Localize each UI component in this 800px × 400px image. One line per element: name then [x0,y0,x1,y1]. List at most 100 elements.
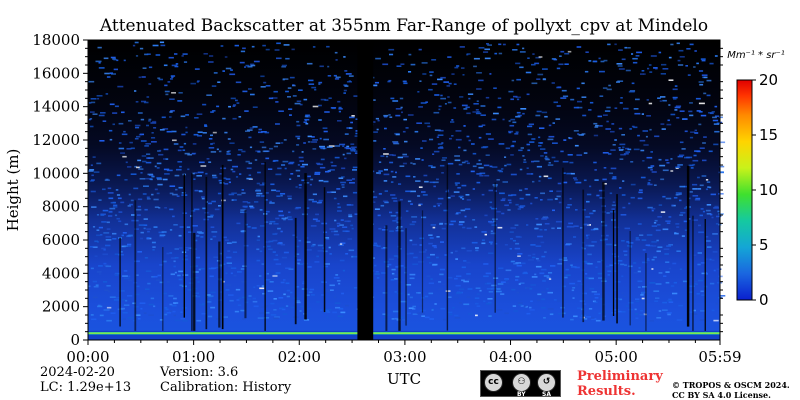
noise-pixel [572,297,575,299]
noise-pixel [709,186,712,189]
noise-pixel [710,193,716,196]
noise-pixel [418,204,421,207]
noise-pixel [515,242,520,245]
noise-pixel [650,169,653,171]
noise-pixel [267,168,273,170]
noise-pixel [509,124,515,127]
noise-pixel [632,57,638,60]
noise-pixel [182,53,188,55]
noise-pixel [282,281,287,283]
noise-pixel [236,222,241,225]
noise-pixel [167,81,171,83]
noise-pixel [519,66,524,69]
noise-pixel [242,201,248,203]
noise-pixel [372,99,376,101]
noise-pixel [248,136,252,139]
noise-pixel [307,135,312,138]
noise-pixel [96,214,100,216]
noise-pixel [658,158,662,161]
noise-pixel [675,192,682,194]
noise-pixel [409,296,413,299]
noise-pixel [481,242,486,245]
noise-pixel [697,176,700,179]
noise-pixel [316,255,319,258]
noise-pixel [475,302,479,305]
signal-dropout-streak [119,237,121,327]
noise-pixel [534,227,538,230]
noise-pixel [207,216,214,218]
noise-pixel [173,302,179,304]
noise-pixel [169,252,173,254]
noise-pixel [169,208,174,211]
noise-pixel [422,194,428,196]
noise-pixel [405,190,411,193]
noise-pixel [447,311,453,314]
noise-pixel [248,295,252,297]
noise-pixel [637,134,640,137]
noise-pixel [668,267,672,270]
noise-pixel [650,165,655,167]
noise-pixel [587,253,592,256]
noise-pixel [208,61,214,63]
noise-pixel [562,161,569,163]
noise-pixel [337,210,342,212]
noise-pixel [341,184,345,186]
noise-pixel [613,255,620,258]
noise-pixel [311,294,315,296]
noise-pixel [633,126,638,129]
noise-pixel [528,123,534,126]
noise-pixel [416,292,421,294]
noise-pixel [303,142,306,144]
noise-pixel [170,257,177,259]
noise-pixel [88,285,91,288]
noise-pixel [212,142,215,145]
noise-pixel [465,106,470,109]
noise-pixel [402,319,406,321]
noise-pixel [283,251,289,254]
noise-pixel [276,57,282,60]
noise-pixel [692,313,698,315]
noise-pixel [394,291,397,293]
x-tick-label: 01:00 [172,348,215,366]
noise-pixel [529,287,533,290]
noise-pixel [384,201,389,204]
noise-pixel [152,246,156,248]
noise-pixel [384,127,387,130]
noise-pixel [103,264,109,267]
noise-pixel [426,275,431,278]
noise-pixel [107,192,114,194]
noise-pixel [212,110,216,112]
noise-pixel [715,223,719,225]
noise-pixel [256,248,260,251]
noise-pixel [134,260,140,263]
noise-pixel [476,181,481,184]
noise-pixel [396,221,400,224]
noise-pixel [421,62,428,64]
noise-pixel [241,281,247,283]
noise-pixel [566,225,573,228]
noise-pixel [134,165,137,168]
noise-pixel [497,226,503,229]
noise-pixel [323,180,329,183]
noise-pixel [210,143,213,145]
noise-pixel [90,164,93,166]
noise-pixel [449,223,454,226]
noise-pixel [540,155,544,157]
noise-pixel [395,133,400,136]
noise-pixel [259,287,265,290]
noise-pixel [459,46,465,48]
noise-pixel [231,241,237,244]
noise-pixel [610,211,616,213]
noise-pixel [508,194,513,197]
noise-pixel [393,200,398,202]
noise-pixel [106,319,112,322]
noise-pixel [617,310,622,313]
noise-pixel [178,234,182,237]
noise-pixel [513,95,518,98]
noise-pixel [159,41,165,44]
noise-pixel [90,314,94,316]
noise-pixel [294,102,301,105]
noise-pixel [645,135,648,138]
noise-pixel [523,305,527,307]
noise-pixel [372,140,377,142]
